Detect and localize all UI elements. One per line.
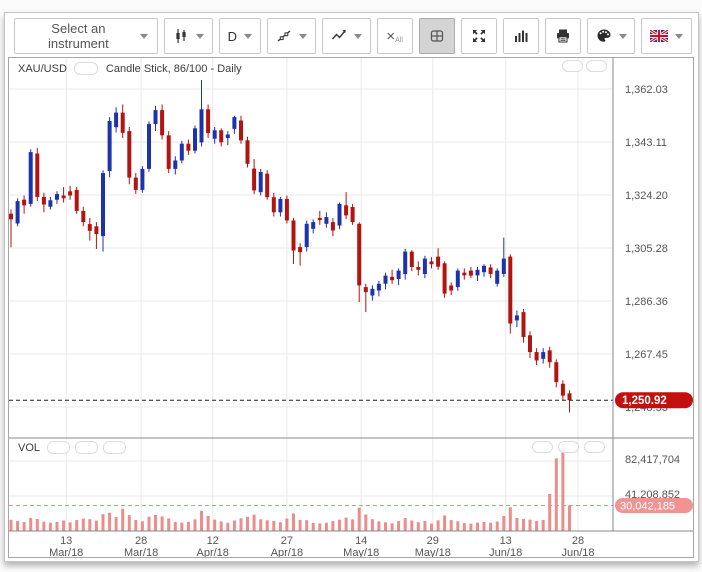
series-settings-pill[interactable] <box>73 62 98 75</box>
chart-area[interactable]: 1,362.03 1,343.11 1,324.20 1,305.28 1,286.36… <box>8 57 694 558</box>
volume-pane-pill-button[interactable] <box>558 441 579 453</box>
volume-pill-button[interactable] <box>47 441 71 454</box>
timeframe-label: D <box>227 28 238 44</box>
timeframe-button[interactable]: D <box>218 18 262 54</box>
grid-layout-icon <box>429 28 445 44</box>
toolbar: Select an instrument D <box>14 18 698 54</box>
chevron-down-icon <box>139 33 148 39</box>
volume-pane-pill-button[interactable] <box>532 441 553 453</box>
chevron-down-icon <box>618 33 627 39</box>
layout-grid-button[interactable] <box>418 18 455 54</box>
svg-text:1,267.45: 1,267.45 <box>625 349 668 361</box>
chart-widget: Select an instrument D <box>4 12 699 562</box>
volume-pane-pill-button[interactable] <box>584 441 605 453</box>
fullscreen-icon <box>471 28 487 44</box>
volume-pill-button[interactable] <box>103 441 127 454</box>
pane-pill-button[interactable] <box>562 60 583 72</box>
volume-pill-button[interactable] <box>75 441 99 454</box>
symbol-label: XAU/USD <box>18 62 67 75</box>
chevron-down-icon <box>244 33 253 39</box>
volume-toggle-button[interactable] <box>502 18 539 54</box>
svg-text:82,417,704: 82,417,704 <box>625 454 680 466</box>
series-description: Candle Stick, 86/100 - Daily <box>105 62 242 75</box>
chevron-down-icon <box>353 33 362 39</box>
language-button[interactable] <box>641 18 692 54</box>
instrument-select-label: Select an instrument <box>48 21 109 51</box>
instrument-select[interactable]: Select an instrument <box>14 18 158 54</box>
pane-pill-button[interactable] <box>586 60 607 72</box>
svg-text:1,305.28: 1,305.28 <box>625 243 668 255</box>
chevron-down-icon <box>195 33 204 39</box>
trendline-icon <box>276 28 292 44</box>
indicators-icon <box>331 28 347 44</box>
svg-text:1,343.11: 1,343.11 <box>625 137 667 149</box>
remove-all-button[interactable]: × All <box>376 18 413 54</box>
print-button[interactable] <box>544 18 581 54</box>
uk-flag-icon <box>650 30 669 42</box>
svg-text:30,042,185: 30,042,185 <box>620 501 675 513</box>
indicators-button[interactable] <box>321 18 371 54</box>
volume-label: VOL <box>18 441 41 454</box>
svg-text:1,286.36: 1,286.36 <box>625 296 668 308</box>
fullscreen-button[interactable] <box>460 18 497 54</box>
chart-header: XAU/USD Candle Stick, 86/100 - Daily <box>18 62 242 75</box>
chart-canvas[interactable]: 1,362.03 1,343.11 1,324.20 1,305.28 1,286.36… <box>9 58 693 557</box>
histogram-icon <box>513 28 529 44</box>
chevron-down-icon <box>675 33 684 39</box>
volume-header: VOL <box>18 441 127 454</box>
svg-text:1,324.20: 1,324.20 <box>625 190 668 202</box>
candlestick-icon <box>173 28 189 44</box>
draw-tools-button[interactable] <box>267 18 316 54</box>
remove-all-icon: × <box>386 27 396 45</box>
chevron-down-icon <box>299 33 308 39</box>
theme-button[interactable] <box>586 18 636 54</box>
palette-icon <box>596 28 612 44</box>
svg-text:1,362.03: 1,362.03 <box>625 84 668 96</box>
chart-type-button[interactable] <box>163 18 213 54</box>
svg-text:1,250.92: 1,250.92 <box>622 395 667 407</box>
printer-icon <box>555 28 571 44</box>
